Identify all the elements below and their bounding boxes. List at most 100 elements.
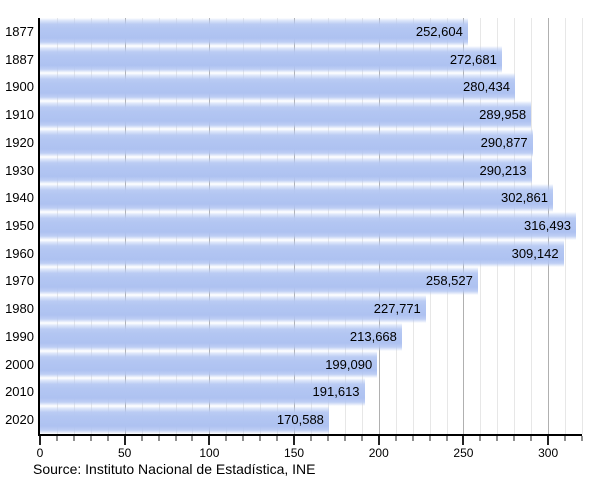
x-tick-minor	[191, 436, 193, 441]
x-tick-minor	[361, 436, 363, 441]
x-tick-label: 0	[36, 446, 44, 460]
x-tick-label: 200	[368, 446, 389, 460]
bar: 213,668	[40, 322, 402, 351]
bar: 191,613	[40, 378, 365, 407]
bar: 170,588	[40, 406, 329, 434]
x-tick-major	[208, 436, 211, 445]
x-tick-minor	[90, 436, 92, 441]
bar-row: 272,681	[40, 45, 582, 74]
x-tick-minor	[581, 436, 583, 441]
bar-row: 309,142	[40, 239, 582, 268]
bar-row: 170,588	[40, 406, 582, 434]
x-tick-minor	[530, 436, 532, 441]
y-axis-label: 1900	[5, 79, 34, 95]
y-axis-label: 1887	[5, 51, 34, 67]
bar-row: 213,668	[40, 322, 582, 351]
x-tick-minor	[56, 436, 58, 441]
plot-area: 252,604 272,681 280,434 289,958 290,877 290,2…	[38, 18, 583, 436]
bar: 258,527	[40, 267, 478, 296]
y-axis-label: 1920	[5, 134, 34, 150]
x-tick-minor	[564, 436, 566, 441]
x-tick-minor	[310, 436, 312, 441]
bar: 290,213	[40, 156, 532, 185]
bar-value-label: 309,142	[511, 245, 559, 261]
x-tick-label: 300	[538, 446, 559, 460]
y-axis-label: 1970	[5, 273, 34, 289]
bar-row: 199,090	[40, 350, 582, 379]
bar-value-label: 258,527	[425, 273, 473, 289]
bar-value-label: 227,771	[373, 301, 421, 317]
bar-row: 258,527	[40, 267, 582, 296]
bar-value-label: 302,861	[500, 190, 548, 206]
x-tick-minor	[327, 436, 329, 441]
x-tick-minor	[107, 436, 109, 441]
y-axis-label: 1980	[5, 301, 34, 317]
x-tick-minor	[395, 436, 397, 441]
bar-value-label: 170,588	[276, 412, 324, 428]
bar-value-label: 191,613	[312, 384, 360, 400]
bar-value-label: 290,213	[479, 162, 527, 178]
bar: 302,861	[40, 184, 553, 213]
y-axis-label: 1930	[5, 162, 34, 178]
bar-rows: 252,604 272,681 280,434 289,958 290,877 290,2…	[40, 18, 582, 434]
bar: 227,771	[40, 295, 426, 323]
x-tick-minor	[225, 436, 227, 441]
bar: 289,958	[40, 101, 532, 129]
bar-row: 280,434	[40, 73, 582, 102]
bar-row: 289,958	[40, 101, 582, 129]
bar: 309,142	[40, 239, 564, 268]
x-tick-major	[547, 436, 550, 445]
y-axis-label: 1877	[5, 24, 34, 39]
y-axis-labels: 1877 1887 1900 1910 1920 1930 1940 1950 1960 1970…	[0, 18, 34, 434]
x-tick-major	[293, 436, 296, 445]
bar-row: 191,613	[40, 378, 582, 407]
y-axis-label: 2010	[5, 384, 34, 400]
x-tick-minor	[429, 436, 431, 441]
x-tick-minor	[73, 436, 75, 441]
x-tick-minor	[496, 436, 498, 441]
bar-value-label: 272,681	[449, 51, 497, 67]
x-tick-minor	[259, 436, 261, 441]
x-tick-minor	[412, 436, 414, 441]
bar-value-label: 316,493	[524, 218, 572, 234]
bar: 199,090	[40, 350, 378, 379]
x-tick-minor	[344, 436, 346, 441]
x-tick-minor	[446, 436, 447, 441]
x-tick-label: 150	[284, 446, 305, 460]
bar-value-label: 252,604	[415, 24, 463, 39]
bar: 272,681	[40, 45, 502, 74]
bar-row: 290,877	[40, 128, 582, 157]
bar-row: 290,213	[40, 156, 582, 185]
bar-row: 302,861	[40, 184, 582, 213]
bar-row: 316,493	[40, 212, 582, 240]
y-axis-label: 1960	[5, 245, 34, 261]
source-caption: Source: Instituto Nacional de Estadístic…	[33, 461, 316, 477]
x-tick-major	[39, 436, 41, 445]
x-tick-label: 100	[199, 446, 220, 460]
bar-value-label: 213,668	[349, 328, 397, 344]
x-tick-minor	[242, 436, 244, 441]
bar-value-label: 199,090	[325, 356, 373, 372]
bar: 316,493	[40, 212, 577, 240]
y-axis-label: 1990	[5, 328, 34, 344]
x-tick-minor	[479, 436, 481, 441]
bar-value-label: 289,958	[479, 107, 527, 123]
bar-value-label: 280,434	[462, 79, 510, 95]
gridline-minor	[582, 18, 583, 434]
y-axis-label: 1940	[5, 190, 34, 206]
x-tick-label: 250	[453, 446, 474, 460]
bar-value-label: 290,877	[480, 134, 528, 150]
y-axis-label: 1910	[5, 107, 34, 123]
bar: 290,877	[40, 128, 533, 157]
x-tick-major	[462, 436, 465, 445]
x-tick-minor	[175, 436, 176, 441]
bar: 280,434	[40, 73, 515, 102]
x-tick-major	[123, 436, 126, 445]
x-tick-label: 50	[118, 446, 132, 460]
bar-row: 227,771	[40, 295, 582, 323]
x-tick-minor	[513, 436, 515, 441]
x-tick-minor	[158, 436, 160, 441]
y-axis-label: 1950	[5, 218, 34, 234]
x-axis: 0 50 100 150 200 250 300	[36, 436, 583, 462]
